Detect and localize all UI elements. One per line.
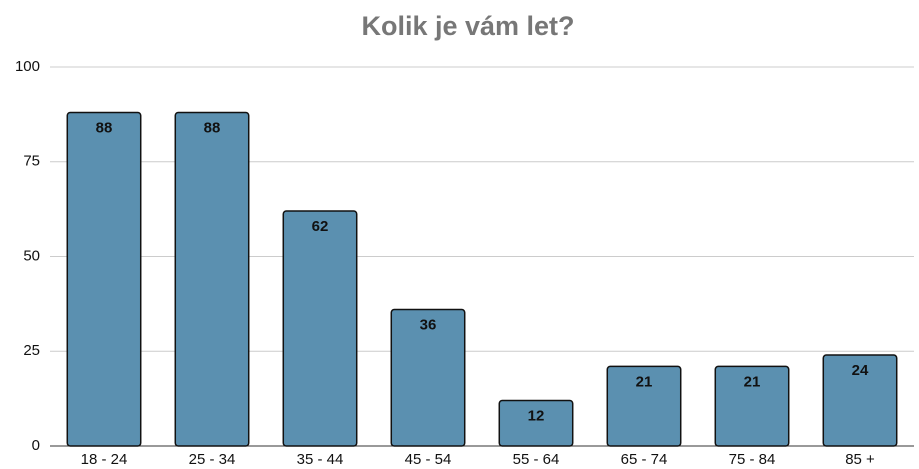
value-label: 88 (96, 119, 113, 136)
bar (66, 111, 142, 447)
x-tick-label: 45 - 54 (405, 451, 452, 468)
bar (822, 354, 898, 447)
x-tick-label: 75 - 84 (729, 451, 776, 468)
x-tick-label: 65 - 74 (621, 451, 668, 468)
bar (174, 111, 250, 447)
bar (714, 365, 790, 447)
value-label: 21 (636, 373, 653, 390)
x-tick-label: 85 + (845, 451, 875, 468)
y-tick-label: 0 (32, 437, 40, 454)
y-tick-label: 50 (23, 247, 40, 264)
value-label: 24 (852, 362, 869, 379)
value-label: 88 (204, 119, 221, 136)
bar (282, 210, 358, 447)
bar (390, 308, 466, 447)
x-tick-label: 35 - 44 (297, 451, 344, 468)
x-tick-label: 18 - 24 (81, 451, 128, 468)
y-tick-label: 25 (23, 342, 40, 359)
y-tick-label: 100 (15, 58, 40, 75)
value-label: 21 (744, 373, 761, 390)
value-label: 36 (420, 317, 437, 334)
chart-title: Kolik je vám let? (361, 11, 574, 41)
bar (498, 399, 574, 447)
x-tick-label: 55 - 64 (513, 451, 560, 468)
value-label: 12 (528, 407, 545, 424)
bar (606, 365, 682, 447)
x-tick-label: 25 - 34 (189, 451, 236, 468)
y-tick-label: 75 (23, 153, 40, 170)
value-label: 62 (312, 218, 329, 235)
